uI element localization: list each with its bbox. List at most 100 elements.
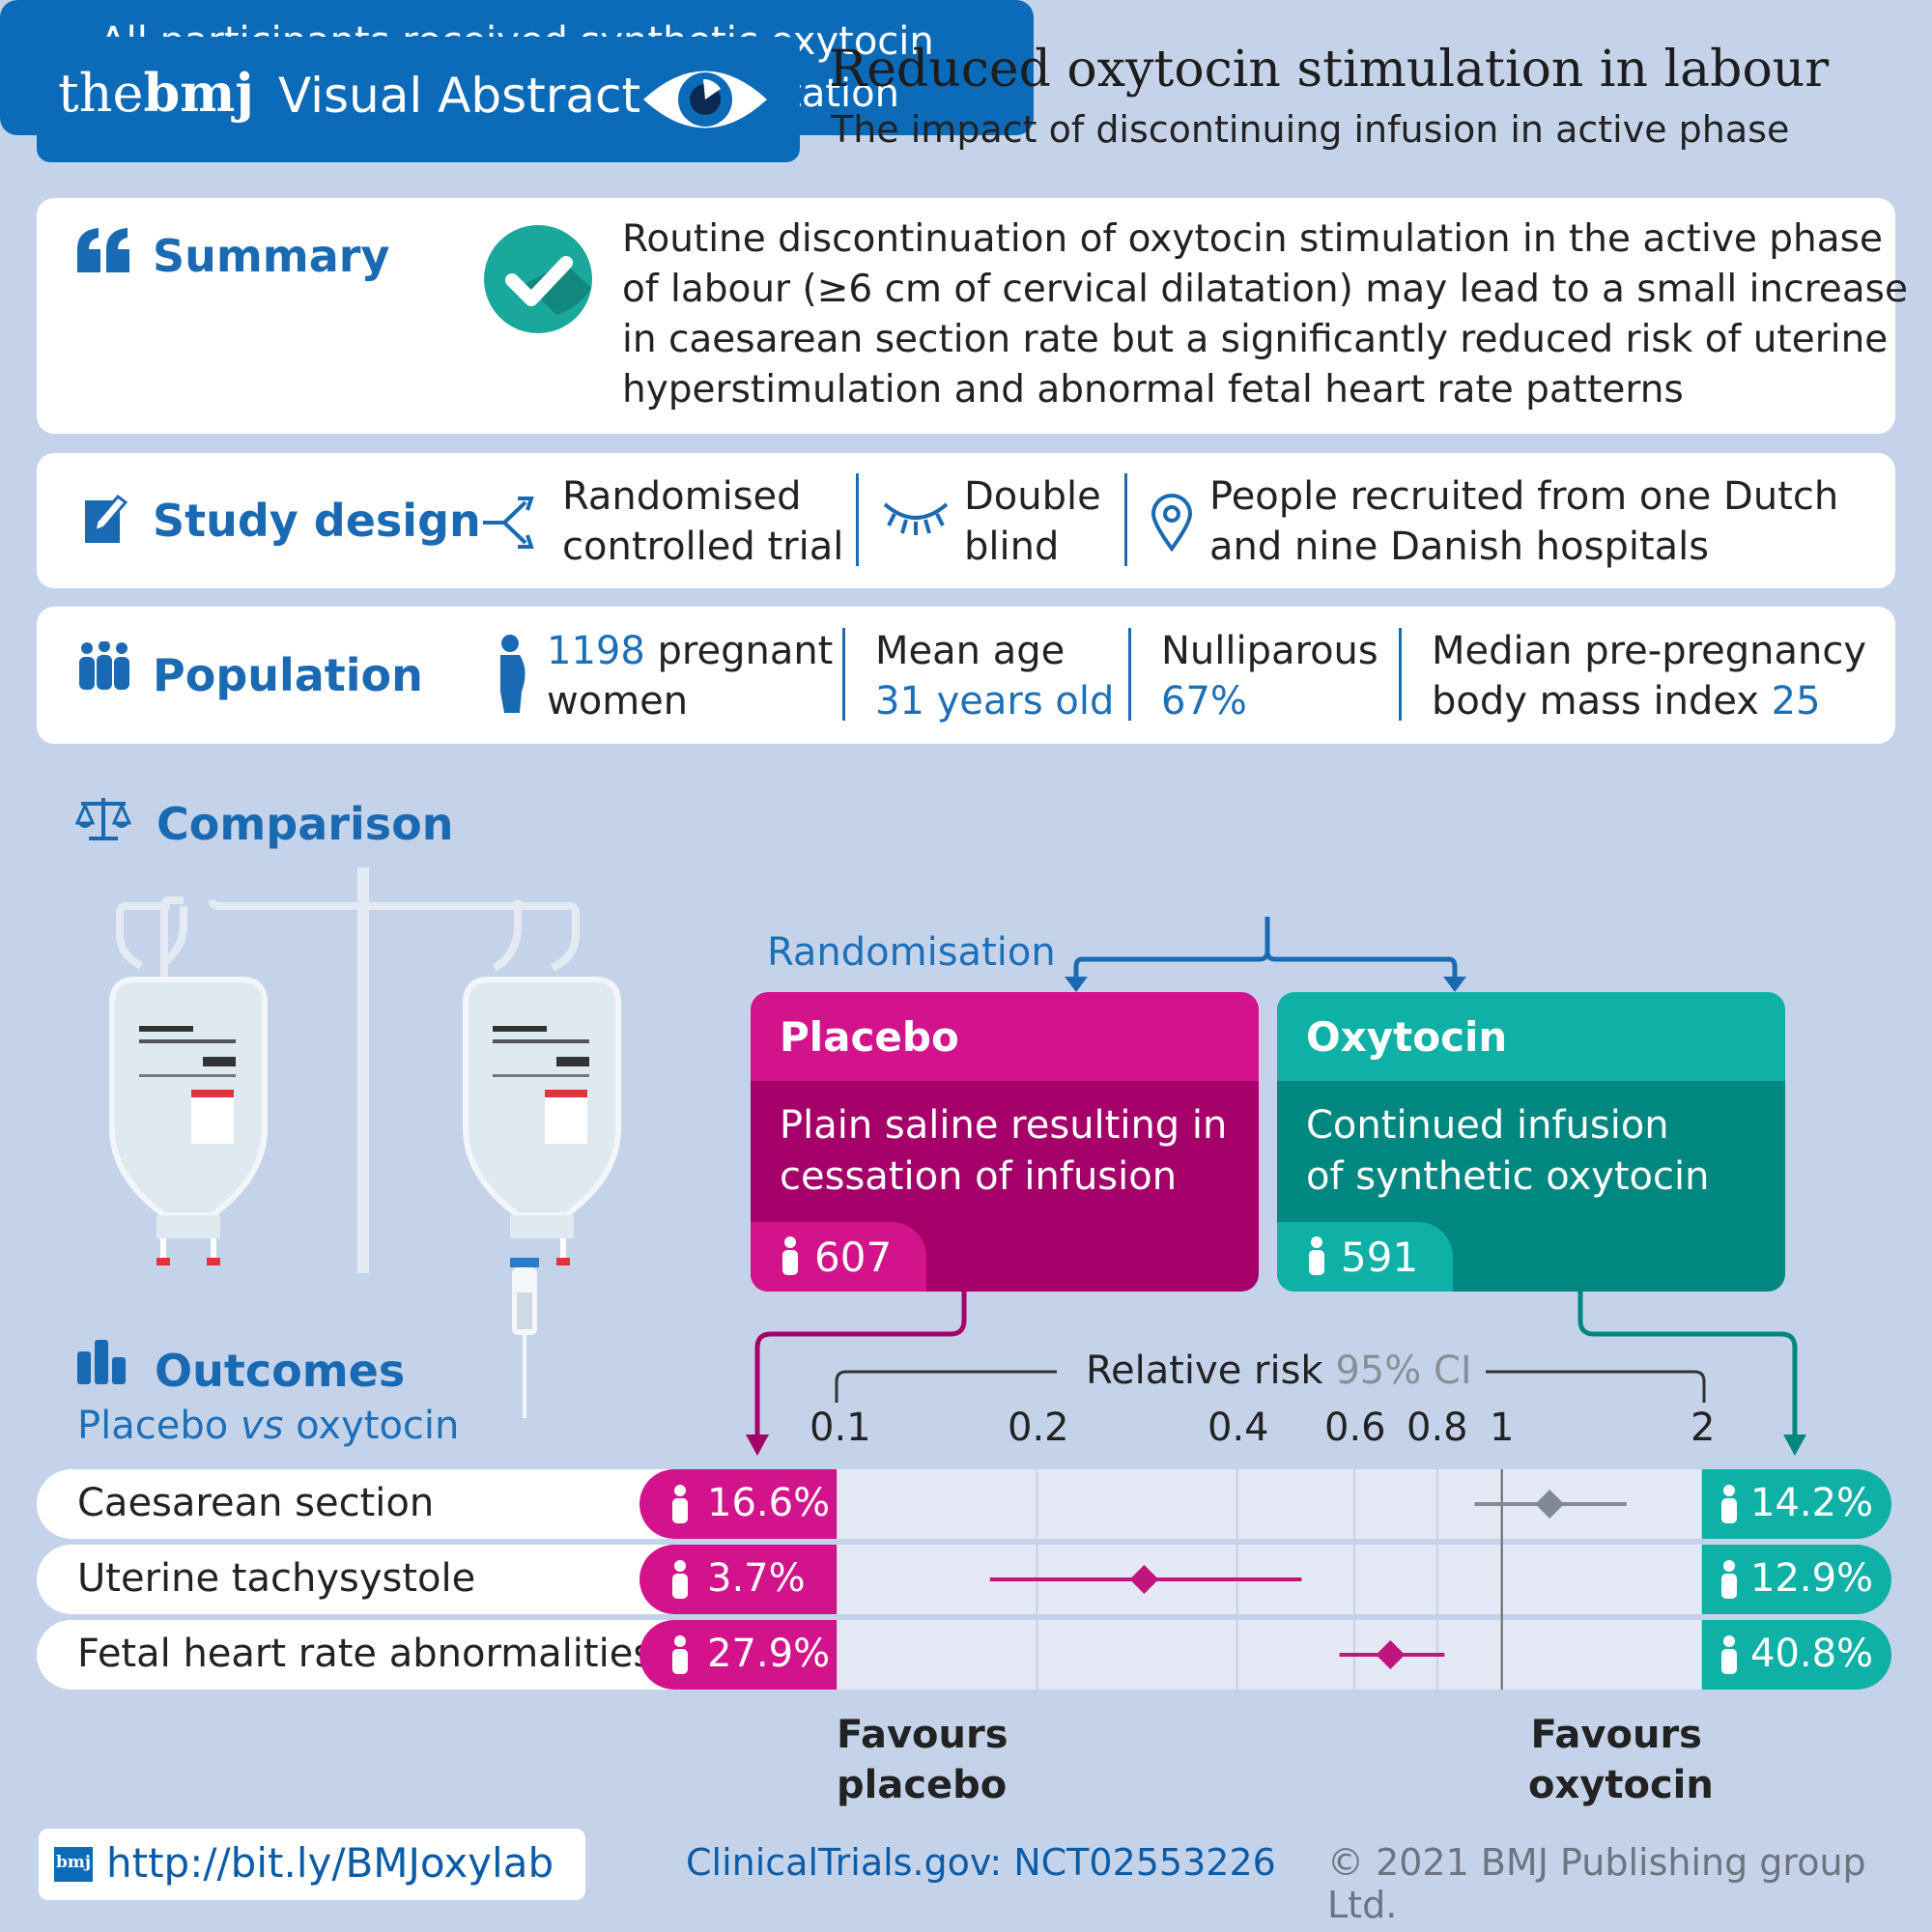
- bmi-label: Median pre-pregnancy: [1432, 629, 1867, 673]
- bmj-logo: thebmj: [58, 62, 254, 124]
- axis-ci: 95% CI: [1335, 1349, 1472, 1393]
- summary-line: Routine discontinuation of oxytocin stim…: [622, 217, 1883, 261]
- tick-label: 0.8: [1406, 1406, 1468, 1450]
- visual-abstract-label: Visual Abstract: [278, 68, 641, 124]
- age-label: Mean age: [875, 629, 1065, 673]
- pregnant-woman-icon: [500, 635, 526, 713]
- person-icon: [1309, 1236, 1324, 1275]
- forest-row-band: [837, 1620, 1702, 1690]
- design-item-recruitment: People recruited from one Dutch and nine…: [1209, 471, 1838, 572]
- axis-bracket: [835, 1370, 1706, 1403]
- oxytocin-title: Oxytocin: [1277, 992, 1785, 1081]
- forest-point-estimate: [1535, 1490, 1565, 1519]
- bmi-value: 25: [1771, 679, 1821, 724]
- randomisation-arrows: [1065, 917, 1466, 992]
- outcome-label: Uterine tachysystole: [77, 1556, 476, 1601]
- tick-label: 0.6: [1324, 1406, 1386, 1450]
- summary-line: hyperstimulation and abnormal fetal hear…: [622, 368, 1684, 412]
- sub-vs: vs: [240, 1404, 284, 1448]
- oxytocin-rate-badge: 40.8%: [1702, 1620, 1891, 1690]
- tick-label: 0.2: [1008, 1406, 1069, 1450]
- copyright: © 2021 BMJ Publishing group Ltd.: [1327, 1841, 1866, 1926]
- placebo-rate-badge: 3.7%: [639, 1545, 837, 1614]
- axis-title-text: Relative risk: [1086, 1349, 1323, 1393]
- placebo-line: Plain saline resulting in: [780, 1103, 1228, 1148]
- oxytocin-rate-badge: 12.9%: [1702, 1545, 1891, 1614]
- placebo-rate: 16.6%: [707, 1481, 831, 1525]
- study-design-panel: [37, 453, 1895, 588]
- count-label-2: women: [547, 679, 689, 724]
- outcomes-heading: Outcomes: [155, 1345, 406, 1397]
- tick-label: 1: [1490, 1406, 1515, 1450]
- favours-oxytocin-label: Favours oxytocin: [1528, 1710, 1714, 1810]
- comparison-heading: Comparison: [156, 798, 454, 850]
- tick-label: 0.1: [810, 1406, 871, 1450]
- placebo-arm: Placebo Plain saline resulting in cessat…: [751, 992, 1259, 1292]
- oxytocin-count: 591: [1277, 1222, 1453, 1292]
- favours-text: placebo: [837, 1763, 1008, 1807]
- placebo-n: 607: [814, 1234, 893, 1281]
- age-value: 31 years old: [875, 679, 1115, 724]
- person-icon: [672, 1560, 688, 1599]
- design-text: blind: [964, 525, 1060, 569]
- iv-bag-left: [109, 977, 268, 1265]
- favours-text: Favours: [1530, 1713, 1702, 1757]
- outcome-label: Caesarean section: [77, 1481, 435, 1525]
- divider: [1128, 628, 1131, 721]
- population-panel: [37, 607, 1895, 744]
- population-age: Mean age 31 years old: [875, 626, 1114, 726]
- person-icon: [672, 1635, 688, 1674]
- iv-bag-right: [463, 977, 621, 1418]
- design-text: People recruited from one Dutch: [1209, 474, 1839, 519]
- person-icon: [672, 1485, 688, 1523]
- page-subtitle: The impact of discontinuing infusion in …: [831, 108, 1790, 151]
- favours-text: Favours: [837, 1713, 1009, 1757]
- closed-eye-icon: [883, 502, 949, 535]
- divider: [1399, 628, 1402, 721]
- article-url-link[interactable]: http://bit.ly/BMJoxylab: [106, 1839, 554, 1887]
- trial-registration: ClinicalTrials.gov: NCT02553226: [686, 1841, 1276, 1884]
- url-box[interactable]: [39, 1829, 585, 1900]
- placebo-count: 607: [751, 1222, 926, 1292]
- count-value: 1198: [547, 629, 645, 673]
- oxytocin-rate: 14.2%: [1750, 1481, 1874, 1525]
- population-bmi: Median pre-pregnancy body mass index 25: [1432, 626, 1866, 726]
- person-icon: [1721, 1485, 1737, 1523]
- design-text: Double: [964, 474, 1101, 519]
- population-nulliparous: Nulliparous 67%: [1161, 626, 1378, 726]
- design-text: Randomised: [562, 474, 802, 519]
- eye-icon: [643, 71, 767, 128]
- logo-the: the: [58, 63, 144, 124]
- summary-panel: [37, 198, 1895, 434]
- person-icon: [782, 1236, 798, 1275]
- count-label: pregnant: [644, 629, 834, 673]
- divider: [842, 628, 845, 721]
- oxytocin-description: Continued infusion of synthetic oxytocin…: [1277, 1081, 1785, 1292]
- favours-text: oxytocin: [1528, 1763, 1714, 1807]
- tick-label: 0.4: [1208, 1406, 1269, 1450]
- population-heading: Population: [153, 649, 423, 701]
- divider: [1124, 473, 1127, 566]
- quote-icon: [77, 228, 129, 272]
- divider: [856, 473, 859, 566]
- oxytocin-rate-badge: 14.2%: [1702, 1469, 1891, 1539]
- nulliparous-value: 67%: [1161, 679, 1247, 724]
- summary-line: of labour (≥6 cm of cervical dilatation)…: [622, 268, 1908, 311]
- sub-oxytocin: oxytocin: [283, 1404, 460, 1448]
- favours-placebo-label: Favours placebo: [837, 1710, 1009, 1810]
- bmj-badge: bmj: [54, 1847, 93, 1882]
- forest-point-estimate: [1129, 1565, 1159, 1594]
- randomisation-label: Randomisation: [767, 930, 1056, 975]
- oxytocin-arm: Oxytocin Continued infusion of synthetic…: [1277, 992, 1785, 1292]
- sub-placebo: Placebo: [77, 1404, 241, 1448]
- bar-chart-icon: [77, 1340, 126, 1384]
- placebo-description: Plain saline resulting in cessation of i…: [751, 1081, 1259, 1292]
- arm-connectors: [746, 1292, 1806, 1456]
- summary-heading: Summary: [153, 230, 390, 282]
- people-group-icon: [79, 641, 129, 690]
- placebo-rate-badge: 16.6%: [639, 1469, 837, 1539]
- person-icon: [1721, 1635, 1737, 1674]
- page-title: Reduced oxytocin stimulation in labour: [829, 41, 1830, 99]
- placebo-rate: 27.9%: [707, 1632, 831, 1676]
- randomise-arrows-icon: [483, 497, 534, 549]
